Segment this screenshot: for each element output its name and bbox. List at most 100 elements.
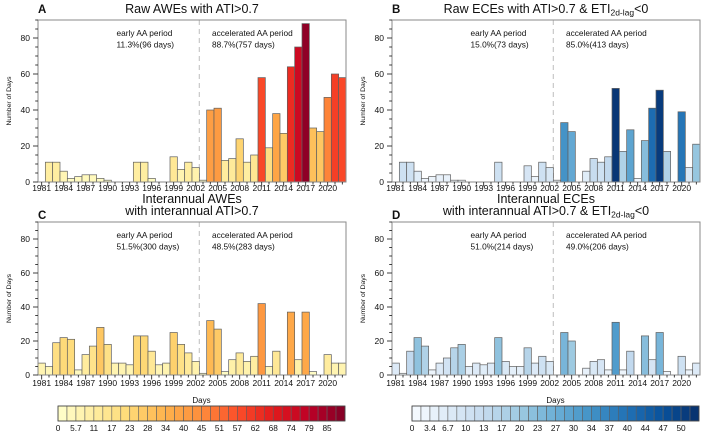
colorbar-warm-cell bbox=[281, 405, 292, 422]
panel-D-bar-2013 bbox=[626, 350, 635, 376]
panel-B-y-axis: 0 20 40 60 80 bbox=[375, 19, 392, 187]
colorbar-warm-cell bbox=[93, 405, 104, 422]
colorbar-blue-cell bbox=[546, 405, 556, 422]
panel-C-bar-2022 bbox=[338, 362, 347, 376]
colorbar-blue-cell bbox=[510, 405, 520, 422]
colorbar-warm-cell bbox=[210, 405, 220, 422]
panel-A-bar-2009 bbox=[242, 161, 252, 183]
colorbar-warm-cell bbox=[237, 405, 247, 422]
colorbar-blue-frame bbox=[411, 405, 700, 422]
panel-B-bar-1986 bbox=[428, 176, 437, 183]
colorbar-warm-cell bbox=[111, 405, 122, 422]
panel-A-y-axis: 0 20 40 60 80 bbox=[21, 19, 38, 187]
panel-A-bar-2007 bbox=[228, 158, 237, 183]
panel-C-bar-1988 bbox=[88, 345, 98, 376]
colorbar-warm: Days 0 5.7 11 17 23 28 34 40 45 51 57 62 68 74 79 85 bbox=[56, 396, 346, 433]
panel-B-ytick-40: 40 bbox=[375, 105, 385, 115]
colorbar-blue-cell bbox=[528, 405, 538, 422]
colorbar-blue-tick-50: 50 bbox=[676, 423, 686, 433]
panel-A-bar-2011 bbox=[257, 77, 266, 183]
panel-C-bar-1995 bbox=[140, 335, 149, 376]
panel-C-xtick-2008: 2008 bbox=[230, 378, 249, 388]
colorbar-warm-tick-5.7: 5.7 bbox=[70, 423, 82, 433]
panel-A-xtick-1999: 1999 bbox=[164, 183, 183, 193]
panel-C-xtick-1996: 1996 bbox=[142, 378, 161, 388]
panel-A-bar-1985 bbox=[66, 178, 76, 183]
colorbar-warm-tick-62: 62 bbox=[251, 423, 261, 433]
panel-C-ytick-20: 20 bbox=[21, 336, 31, 346]
colorbar-blue-cell bbox=[420, 405, 431, 422]
colorbar-warm-cell bbox=[192, 405, 202, 422]
colorbar-blue-cell bbox=[600, 405, 610, 422]
panel-A-xtick-2002: 2002 bbox=[186, 183, 205, 193]
panel-D-title-line2: with interannual ATI>0.7 & ETI2d-lag<0 bbox=[442, 204, 649, 220]
panel-B-y-axis-label: Number of Days bbox=[360, 76, 367, 126]
panel-B-bar-2004 bbox=[560, 122, 569, 183]
panel-A-bar-2016 bbox=[294, 46, 303, 183]
panel-B-xtick-1990: 1990 bbox=[452, 183, 471, 193]
colorbar-warm-cell bbox=[228, 405, 238, 422]
panel-A-bar-1988 bbox=[88, 174, 98, 183]
panel-B-ytick-80: 80 bbox=[375, 33, 385, 43]
colorbar-blue-cell bbox=[438, 405, 449, 422]
colorbar-blue-cell bbox=[609, 405, 619, 422]
panel-D-xtick-1990: 1990 bbox=[452, 378, 471, 388]
panel-D-bar-1995 bbox=[494, 337, 503, 376]
panel-D-bar-1997 bbox=[508, 366, 518, 376]
panel-C-bar-1990 bbox=[103, 344, 112, 376]
panel-C-bar-2020 bbox=[323, 354, 332, 376]
colorbar-warm-cell bbox=[272, 405, 283, 422]
panel-B-bar-2020 bbox=[677, 111, 686, 183]
panel-C-bar-1984 bbox=[59, 337, 68, 376]
panel-A-bar-2005 bbox=[213, 107, 222, 183]
colorbar-blue-cell bbox=[465, 405, 476, 422]
panel-D-bar-2021 bbox=[684, 369, 694, 376]
panel-A-accelerated-annotation-stats: 88.7%(757 days) bbox=[212, 40, 275, 50]
panel-C-y-axis-label: Number of Days bbox=[6, 273, 13, 323]
panel-D-bar-1999 bbox=[523, 347, 532, 376]
panel-D-xtick-1993: 1993 bbox=[474, 378, 493, 388]
panel-C-bar-1992 bbox=[118, 362, 127, 376]
panel-D-title-line1: Interannual ECEs bbox=[497, 193, 595, 206]
panel-D-xtick-1996: 1996 bbox=[496, 378, 515, 388]
colorbar-blue-tick-3.4: 3.4 bbox=[424, 423, 436, 433]
panel-A-bar-2020 bbox=[323, 97, 332, 183]
panel-C-bar-1997 bbox=[154, 364, 164, 376]
panel-D-xtick-2017: 2017 bbox=[650, 378, 669, 388]
panel-A-bar-2006 bbox=[220, 160, 230, 183]
panel-C-xtick-2011: 2011 bbox=[253, 378, 272, 388]
panel-B-accelerated-annotation-label: accelerated AA period bbox=[566, 28, 647, 38]
colorbar-blue-cell bbox=[456, 405, 467, 422]
panel-B-bar-2014 bbox=[633, 178, 642, 183]
panel-C-bar-1993 bbox=[125, 364, 134, 376]
panel-D-early-annotation-stats: 51.0%(214 days) bbox=[471, 242, 534, 252]
panel-A-letter: A bbox=[38, 4, 46, 16]
panel-B-bar-2008 bbox=[589, 158, 598, 183]
panel-A-ytick-80: 80 bbox=[21, 33, 31, 43]
panel-D-bar-2017 bbox=[655, 332, 664, 376]
panel-B-xtick-1993: 1993 bbox=[474, 183, 493, 193]
panel-D-ytick-80: 80 bbox=[375, 234, 385, 244]
colorbar-blue-cell bbox=[429, 405, 440, 422]
panel-B-bar-2001 bbox=[538, 161, 547, 183]
colorbar-warm-tick-74: 74 bbox=[287, 423, 297, 433]
panel-B-bar-2002 bbox=[545, 167, 554, 183]
panel-D-bar-2004 bbox=[560, 332, 569, 376]
panel-C-bar-2015 bbox=[286, 311, 296, 376]
panel-D-accelerated-annotation-label: accelerated AA period bbox=[566, 230, 647, 240]
colorbar-warm-tick-17: 17 bbox=[107, 423, 117, 433]
panel-B-bar-1988 bbox=[442, 174, 452, 183]
panel-A-bar-1986 bbox=[74, 176, 83, 183]
panel-A-bar-1999 bbox=[169, 156, 178, 183]
panel-A-bar-1982 bbox=[44, 161, 54, 183]
colorbar-warm-tick-85: 85 bbox=[322, 423, 332, 433]
colorbar-blue-cell bbox=[626, 405, 637, 422]
panel-D-bar-2002 bbox=[545, 361, 554, 376]
panel-A-bar-2021 bbox=[330, 73, 340, 183]
panel-C-bars bbox=[37, 303, 347, 376]
panel-C-bar-2006 bbox=[220, 371, 230, 376]
colorbar-blue-tick-20: 20 bbox=[515, 423, 525, 433]
panel-D-bars bbox=[391, 321, 701, 376]
panel-C-bar-2009 bbox=[242, 361, 252, 376]
